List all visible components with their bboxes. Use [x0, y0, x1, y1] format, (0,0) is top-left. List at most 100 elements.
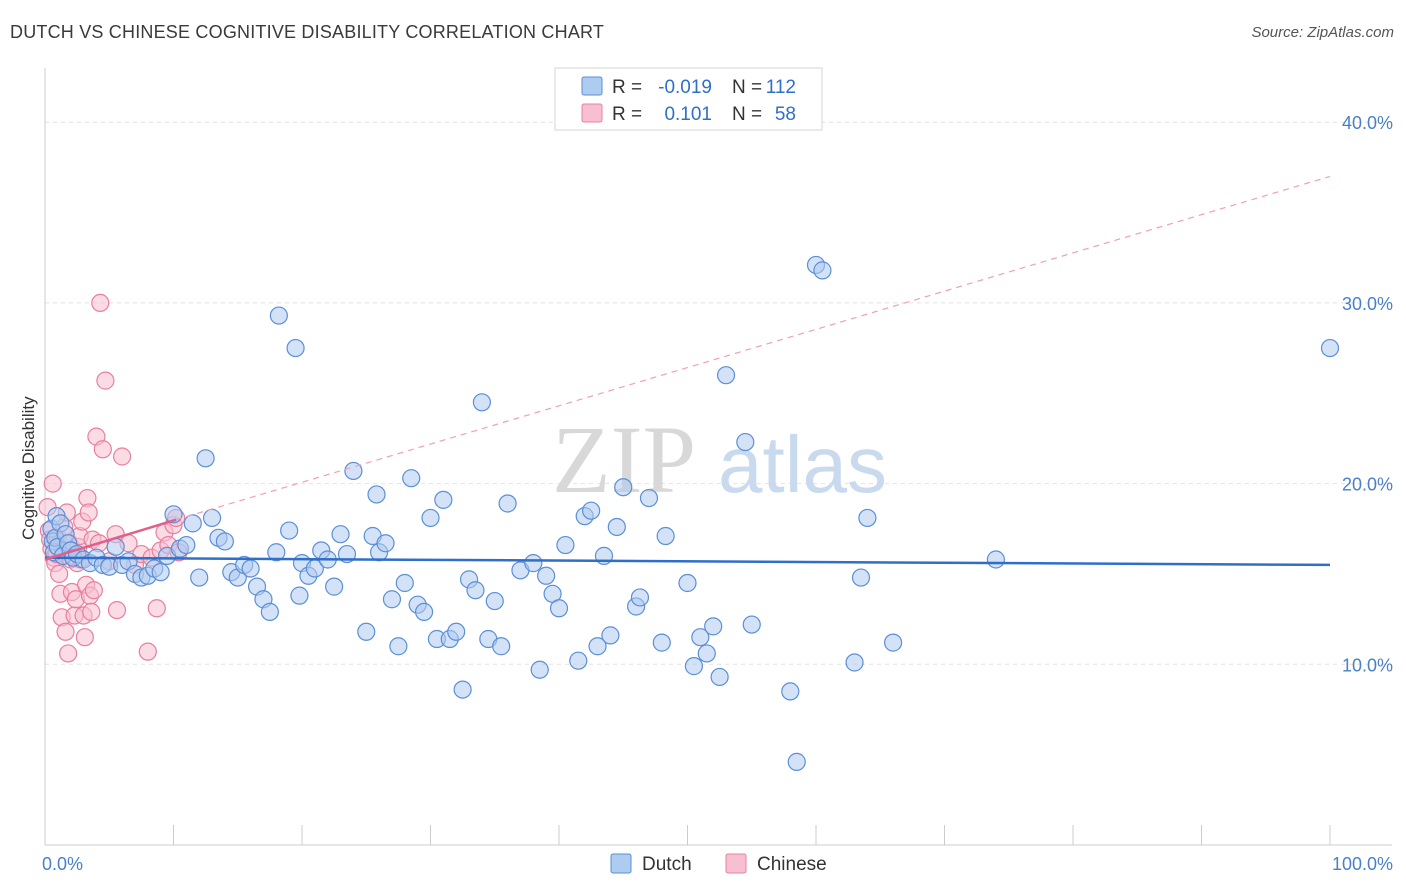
point-dutch — [421, 508, 440, 528]
bottom-legend-swatch-chinese — [725, 853, 747, 874]
legend: R = -0.019 N = 112 R = 0.101 N = 58 — [554, 67, 823, 131]
point-dutch — [241, 559, 260, 578]
watermark: ZIP atlas — [552, 406, 887, 513]
point-dutch — [569, 651, 588, 670]
point-chinese — [112, 447, 132, 466]
point-dutch — [376, 534, 395, 553]
point-dutch — [556, 535, 575, 555]
bottom-legend: Dutch Chinese — [610, 853, 827, 875]
point-chinese — [107, 600, 127, 620]
point-dutch — [652, 633, 671, 652]
point-dutch — [656, 526, 675, 546]
point-dutch — [492, 637, 511, 656]
point-dutch — [537, 566, 556, 585]
point-dutch — [549, 599, 569, 618]
point-dutch — [684, 657, 704, 676]
point-chinese — [93, 440, 112, 459]
trend-line-dutch — [44, 556, 1331, 567]
point-dutch — [286, 338, 305, 358]
x-tick-labels: 0.0% 100.0% — [42, 854, 1393, 874]
point-dutch — [151, 563, 170, 582]
y-tick-labels: 10.0% 20.0% 30.0% 40.0% — [1342, 113, 1393, 675]
point-dutch — [177, 535, 196, 555]
point-dutch — [389, 637, 408, 656]
point-chinese — [84, 581, 103, 600]
point-chinese — [82, 602, 101, 622]
point-dutch — [290, 586, 309, 605]
point-dutch — [414, 602, 434, 622]
point-dutch — [851, 568, 871, 587]
data-points — [38, 255, 1340, 771]
point-dutch — [742, 615, 761, 634]
point-dutch — [704, 617, 723, 636]
point-dutch — [697, 644, 716, 663]
point-chinese — [147, 599, 166, 618]
point-dutch — [524, 554, 543, 573]
point-chinese — [79, 503, 98, 522]
point-dutch — [858, 508, 877, 528]
legend-n-label-dutch: N = — [732, 77, 762, 98]
point-dutch — [164, 505, 183, 524]
chart-source: Source: ZipAtlas.com — [1251, 24, 1394, 41]
bottom-legend-swatch-dutch — [610, 853, 632, 874]
point-dutch — [395, 573, 414, 593]
point-dutch — [367, 485, 386, 504]
legend-swatch-dutch — [581, 76, 603, 96]
point-chinese — [91, 293, 110, 313]
point-dutch — [845, 653, 864, 672]
point-dutch — [357, 622, 376, 641]
trend-lines — [44, 175, 1331, 567]
point-dutch — [280, 521, 299, 540]
bottom-legend-label-dutch: Dutch — [642, 854, 692, 875]
point-dutch — [190, 568, 209, 587]
y-tick-label: 10.0% — [1342, 655, 1393, 675]
point-chinese — [59, 644, 78, 663]
point-dutch — [498, 494, 517, 513]
point-dutch — [530, 660, 549, 679]
point-dutch — [382, 590, 402, 609]
point-dutch — [787, 752, 806, 771]
point-dutch — [883, 633, 903, 652]
point-dutch — [344, 461, 363, 481]
point-dutch — [260, 602, 279, 622]
point-dutch — [678, 573, 697, 593]
point-dutch — [781, 682, 800, 701]
point-dutch — [716, 366, 736, 385]
point-dutch — [485, 591, 504, 611]
point-dutch — [813, 261, 832, 280]
point-chinese — [96, 371, 115, 390]
legend-swatch-chinese — [581, 103, 603, 123]
point-chinese — [138, 642, 157, 661]
point-dutch — [447, 622, 466, 641]
axes — [44, 68, 1392, 846]
point-dutch — [736, 432, 755, 452]
point-dutch — [986, 550, 1006, 569]
point-dutch — [325, 577, 344, 596]
point-chinese — [56, 622, 75, 641]
legend-n-label-chinese: N = — [732, 104, 762, 125]
legend-r-label-dutch: R = — [612, 77, 642, 98]
point-dutch — [588, 637, 607, 656]
legend-r-label-chinese: R = — [612, 104, 642, 125]
point-dutch — [196, 449, 215, 468]
y-tick-label: 40.0% — [1342, 113, 1393, 133]
point-dutch — [614, 478, 633, 497]
point-chinese — [50, 564, 69, 584]
point-dutch — [434, 490, 453, 509]
point-dutch — [601, 626, 620, 645]
point-chinese — [75, 628, 94, 647]
y-tick-label: 30.0% — [1342, 294, 1393, 314]
point-dutch — [453, 680, 472, 699]
point-dutch — [607, 517, 626, 537]
point-dutch — [710, 667, 729, 687]
point-dutch — [183, 514, 202, 533]
bottom-legend-label-chinese: Chinese — [757, 854, 827, 875]
point-dutch — [691, 628, 710, 647]
point-dutch — [466, 581, 485, 600]
legend-n-value-dutch: 112 — [766, 77, 796, 98]
trend-line-chinese — [44, 518, 177, 561]
point-chinese — [43, 474, 62, 493]
watermark-zip-text: ZIP — [552, 406, 696, 513]
point-dutch — [582, 501, 601, 520]
x-tick-label-min: 0.0% — [42, 854, 83, 874]
